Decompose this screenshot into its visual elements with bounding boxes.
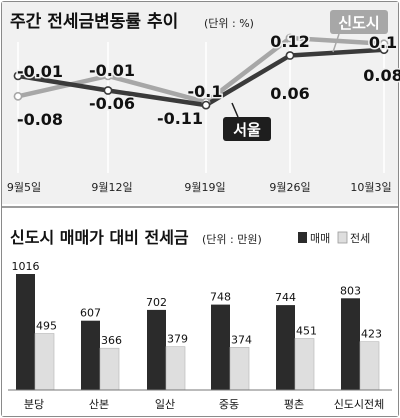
line-chart-title: 주간 전세금변동률 추이 [10, 12, 178, 32]
series-point-seoul [201, 100, 211, 110]
line-chart-unit: (단위 : %) [204, 17, 254, 30]
bar-sale [211, 304, 230, 390]
panel-divider [2, 206, 398, 208]
category-label: 산본 [89, 398, 109, 411]
series-point-newtown [285, 33, 295, 43]
bar-sale [81, 320, 100, 390]
bar-jeonse [99, 347, 120, 391]
data-label-seoul: 0.06 [270, 84, 309, 103]
category-label: 신도시전체 [334, 398, 385, 411]
bar-jeonse [165, 346, 186, 391]
series-tag-seoul-pointer [231, 102, 239, 118]
data-label-seoul: -0.11 [157, 109, 203, 128]
bar-value-sale: 607 [80, 307, 101, 320]
series-point-seoul [103, 86, 113, 95]
data-label-seoul: -0.06 [89, 94, 135, 113]
legend-swatch-sale [298, 232, 307, 243]
x-tick-label: 9월12일 [91, 180, 132, 194]
x-tick-label: 9월5일 [7, 180, 41, 194]
bar-chart-title: 신도시 매매가 대비 전세금 [10, 228, 189, 247]
bar-value-sale: 1016 [12, 260, 40, 273]
data-label-newtown: 0.1 [369, 33, 397, 52]
bar-sale [16, 274, 35, 390]
legend-label-jeonse: 전세 [350, 232, 370, 245]
bar-value-sale: 744 [275, 291, 296, 304]
bar-chart-unit: (단위 : 만원) [202, 233, 262, 246]
series-point-seoul [379, 45, 389, 55]
category-label: 분당 [24, 398, 44, 411]
bar-value-jeonse: 423 [361, 328, 382, 341]
category-label: 중동 [219, 398, 239, 411]
data-label-seoul: -0.01 [17, 62, 63, 81]
bar-sale [276, 305, 295, 390]
bar-jeonse [229, 346, 250, 391]
series-tag-newtown-label: 신도시 [338, 14, 379, 32]
category-label: 일산 [155, 397, 175, 411]
x-tick-label: 10월3일 [350, 180, 391, 194]
data-label-newtown: -0.01 [89, 61, 135, 80]
data-label-newtown: -0.08 [17, 110, 63, 129]
bar-jeonse [359, 341, 380, 391]
bar-value-jeonse: 451 [296, 325, 317, 338]
bar-sale [147, 309, 166, 390]
bar-value-jeonse: 366 [101, 334, 122, 347]
series-point-seoul [13, 71, 23, 81]
bar-value-sale: 702 [146, 296, 167, 309]
data-label-newtown: 0.12 [270, 32, 309, 51]
bar-value-jeonse: 374 [231, 333, 252, 346]
bar-jeonse [294, 338, 315, 391]
bar-chart-panel [2, 208, 398, 416]
series-tag-newtown-pointer [332, 33, 340, 53]
data-label-seoul: 0.08 [363, 66, 400, 85]
category-label: 평촌 [284, 398, 304, 411]
bar-value-jeonse: 495 [36, 320, 57, 333]
series-point-seoul [285, 51, 295, 60]
series-point-newtown [103, 71, 113, 81]
x-tick-label: 9월19일 [184, 180, 225, 194]
series-tag-seoul [223, 117, 271, 141]
bar-value-sale: 803 [340, 284, 361, 297]
line-chart-plot: -0.01 -0.06 -0.11 0.06 0.08 -0.08 -0.01 -0.1 0.1… [7, 10, 400, 194]
series-tag-seoul-label: 서울 [233, 121, 261, 139]
bar-chart-plot: 1016 495 분당 607 366 산본 702 379 일산 748 374 중동 744 451 평… [8, 260, 392, 411]
bar-value-sale: 748 [210, 291, 231, 304]
series-tag-newtown [330, 10, 388, 34]
legend-label-sale: 매매 [310, 232, 330, 245]
data-label-newtown: -0.1 [188, 82, 223, 101]
bar-jeonse [34, 333, 55, 391]
bar-sale [341, 298, 360, 390]
x-tick-label: 9월26일 [269, 180, 310, 194]
bar-value-jeonse: 379 [167, 333, 188, 346]
legend-swatch-jeonse [337, 231, 348, 244]
series-point-newtown [13, 91, 23, 101]
